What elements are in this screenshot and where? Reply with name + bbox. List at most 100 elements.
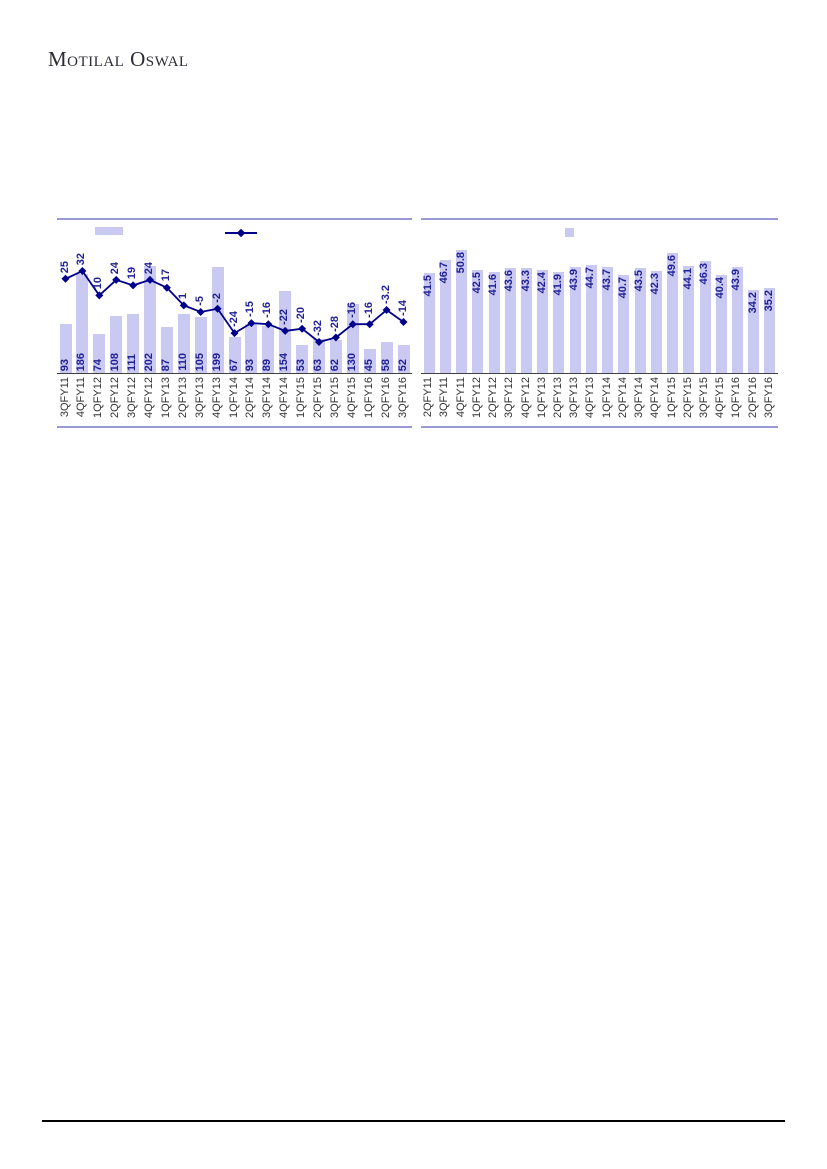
bar-value-label: 40.7	[616, 277, 629, 299]
line-value-label: -15	[244, 301, 257, 318]
line-series	[61, 267, 408, 346]
line-value-label: -16	[362, 302, 375, 319]
bar-value-label: 44.7	[584, 267, 597, 289]
line-value-label: -5	[193, 296, 206, 306]
x-tick-label: 4QFY12	[519, 377, 532, 418]
x-tick-label: 4QFY14	[278, 377, 291, 418]
bar-value-label: 43.6	[503, 270, 516, 292]
bar	[748, 290, 760, 373]
bar	[439, 260, 451, 373]
bar	[346, 304, 359, 373]
x-tick-label: 4QFY14	[649, 377, 662, 418]
chart-panel-left: 93 186 74 108 111 202 87 110 105 199 67 93 89 154 53 63…	[57, 218, 412, 428]
line-value-label: -20	[295, 306, 308, 323]
bar	[296, 345, 309, 373]
bar	[715, 275, 727, 373]
bar	[472, 270, 484, 373]
diamond-markers	[61, 267, 408, 346]
bar	[667, 253, 678, 373]
bar	[504, 268, 516, 373]
x-tick-label: 4QFY15	[345, 377, 358, 418]
bar-value-label: 43.9	[568, 269, 581, 291]
bar	[585, 265, 597, 373]
bar-value-label: 41.6	[487, 274, 499, 296]
x-tick-label: 3QFY13	[193, 377, 206, 418]
x-tick-label: 3QFY15	[698, 377, 710, 418]
line-value-label: -2	[210, 292, 223, 303]
x-tick-label: 3QFY14	[261, 377, 274, 418]
line-value-label: 24	[109, 261, 122, 274]
bar	[764, 288, 776, 373]
line-value-label: 32	[75, 252, 88, 265]
x-tick-label: 1QFY13	[159, 377, 172, 418]
x-tick-label: 3QFY11	[58, 377, 71, 418]
chart-panel-right: 41.5 46.7 50.8 42.5 41.6 43.6 43.3 42.4 41.9 43.9…	[421, 218, 778, 428]
line-value-label: 24	[143, 261, 155, 274]
bar	[618, 275, 630, 373]
x-tick-label: 4QFY15	[714, 377, 727, 418]
bar-value-label: 44.1	[681, 268, 694, 290]
bar	[397, 345, 410, 373]
x-tick-label: 2QFY13	[551, 377, 564, 418]
bar-value-label: 41.9	[551, 274, 564, 296]
line-value-label: 1	[176, 293, 189, 300]
line-value-label: -14	[396, 300, 409, 316]
line-value-label: -16	[261, 302, 274, 319]
bar-value-label: 43.5	[633, 270, 646, 292]
x-tick-label: 3QFY16	[762, 377, 775, 418]
line-value-label: 25	[58, 260, 71, 273]
bar	[127, 314, 140, 373]
line-value-label: -16	[345, 302, 358, 319]
x-tick-label: 1QFY12	[92, 377, 105, 418]
bar	[602, 267, 614, 373]
bar	[488, 272, 500, 373]
bar	[363, 349, 376, 373]
x-tick-label: 1QFY14	[227, 377, 240, 418]
bar	[380, 342, 393, 373]
x-tick-label: 2QFY12	[487, 377, 499, 418]
bar-value-label: 43.9	[730, 269, 743, 291]
x-tick-label: 2QFY14	[616, 377, 629, 418]
bar-value-label: 35.2	[762, 290, 775, 312]
bar	[699, 261, 711, 373]
bar	[262, 326, 275, 373]
line-value-label: 19	[126, 267, 139, 280]
x-tick-label: 3QFY12	[503, 377, 516, 418]
x-tick-label: 4QFY12	[143, 377, 155, 418]
line-value-label: -32	[312, 320, 324, 336]
bar-value-label: 34.2	[746, 292, 759, 314]
x-tick-label: 1QFY13	[535, 377, 548, 418]
line-series-legend-swatch	[225, 228, 257, 238]
bar-value-label: 46.3	[698, 263, 710, 285]
x-tick-label: 3QFY12	[126, 377, 139, 418]
x-tick-label: 2QFY14	[244, 377, 257, 418]
bar	[313, 339, 325, 373]
bar-value-label: 42.5	[470, 272, 483, 294]
x-tick-label: 3QFY13	[568, 377, 581, 418]
bar	[194, 317, 207, 373]
bar	[177, 314, 190, 373]
x-tick-label: 1QFY12	[470, 377, 483, 418]
bar	[110, 316, 123, 373]
bar	[76, 274, 89, 373]
line-value-label: -3.2	[379, 285, 392, 304]
bar	[650, 271, 662, 373]
x-axis-labels: 3QFY11 4QFY11 1QFY12 2QFY12 3QFY12 4QFY12 1QFY…	[57, 375, 412, 425]
x-tick-label: 1QFY16	[362, 377, 375, 418]
x-tick-label: 2QFY13	[176, 377, 189, 418]
x-tick-label: 4QFY13	[584, 377, 597, 418]
bar-series-legend-swatch	[565, 228, 574, 237]
bar	[634, 268, 646, 373]
bar	[59, 324, 72, 373]
line-value-label: 17	[159, 269, 172, 282]
bar-value-label: 49.6	[665, 255, 678, 277]
x-tick-label: 4QFY13	[210, 377, 223, 418]
x-tick-label: 1QFY15	[295, 377, 308, 418]
bar	[731, 267, 743, 373]
plot-area: 41.5 46.7 50.8 42.5 41.6 43.6 43.3 42.4 41.9 43.9…	[421, 240, 778, 374]
bar	[521, 268, 532, 373]
bar	[537, 270, 549, 373]
company-logo: Motilal Oswal	[48, 47, 189, 71]
bar	[211, 267, 224, 373]
